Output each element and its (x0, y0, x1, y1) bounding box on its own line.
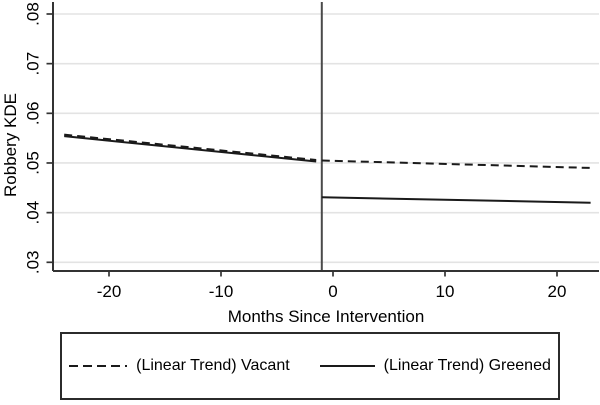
series-line-linear-trend-greened (321, 196, 591, 204)
y-tick-label: .04 (24, 201, 43, 225)
solid-line-sample (319, 365, 375, 367)
legend-box: (Linear Trend) Vacant (Linear Trend) Gre… (60, 332, 560, 400)
x-tick-label: 0 (328, 282, 337, 301)
y-tick-label: .03 (24, 250, 43, 274)
legend-entry-vacant: (Linear Trend) Vacant (69, 357, 290, 375)
x-tick-label: -10 (209, 282, 234, 301)
series-line-linear-trend-greened (64, 135, 317, 163)
x-tick-label: 10 (436, 282, 455, 301)
plot-area: .03 .04 .05 .06 .07 .08 -20 -10 0 10 20 (24, 2, 599, 301)
y-tick-label: .06 (24, 101, 43, 125)
y-tick-label: .05 (24, 151, 43, 175)
dashed-line-sample (69, 365, 128, 367)
x-tick-label: -20 (97, 282, 122, 301)
y-axis-title: Robbery KDE (1, 93, 20, 197)
x-tick-label: 20 (548, 282, 567, 301)
legend-label-greened: (Linear Trend) Greened (383, 357, 551, 374)
y-tick-label: .08 (24, 2, 43, 26)
legend-label-vacant: (Linear Trend) Vacant (136, 357, 290, 374)
x-axis-title: Months Since Intervention (227, 307, 425, 326)
legend-entry-greened: (Linear Trend) Greened (319, 357, 551, 375)
series-line-linear-trend-vacant (64, 133, 317, 161)
y-tick-label: .07 (24, 52, 43, 76)
series-line-linear-trend-vacant (321, 159, 591, 169)
